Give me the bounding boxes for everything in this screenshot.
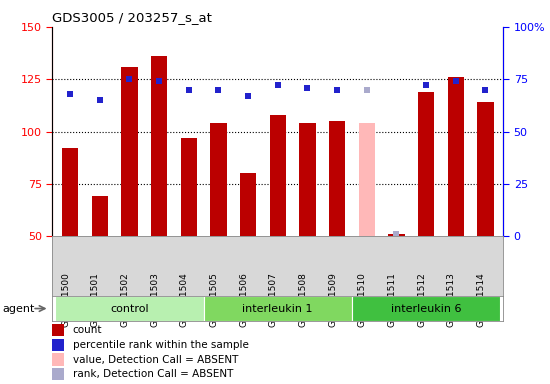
Text: interleukin 1: interleukin 1 — [243, 303, 313, 314]
Bar — [448, 77, 464, 236]
Text: value, Detection Call = ABSENT: value, Detection Call = ABSENT — [73, 354, 238, 364]
Text: interleukin 6: interleukin 6 — [391, 303, 461, 314]
Bar — [55, 296, 204, 321]
Bar — [477, 102, 493, 236]
Bar — [240, 174, 256, 236]
Bar — [388, 234, 405, 236]
Bar — [418, 92, 434, 236]
Bar — [359, 123, 375, 236]
Bar — [151, 56, 167, 236]
Text: control: control — [110, 303, 148, 314]
Bar — [204, 296, 352, 321]
Bar — [121, 67, 138, 236]
Bar — [180, 138, 197, 236]
Bar — [352, 296, 500, 321]
Text: percentile rank within the sample: percentile rank within the sample — [73, 340, 249, 350]
Bar — [91, 196, 108, 236]
Bar — [270, 115, 286, 236]
Bar — [210, 123, 227, 236]
Bar — [62, 148, 78, 236]
Text: rank, Detection Call = ABSENT: rank, Detection Call = ABSENT — [73, 369, 233, 379]
Bar — [329, 121, 345, 236]
Text: agent: agent — [3, 303, 35, 314]
Text: GDS3005 / 203257_s_at: GDS3005 / 203257_s_at — [52, 12, 212, 25]
Text: count: count — [73, 325, 102, 335]
Bar — [299, 123, 316, 236]
